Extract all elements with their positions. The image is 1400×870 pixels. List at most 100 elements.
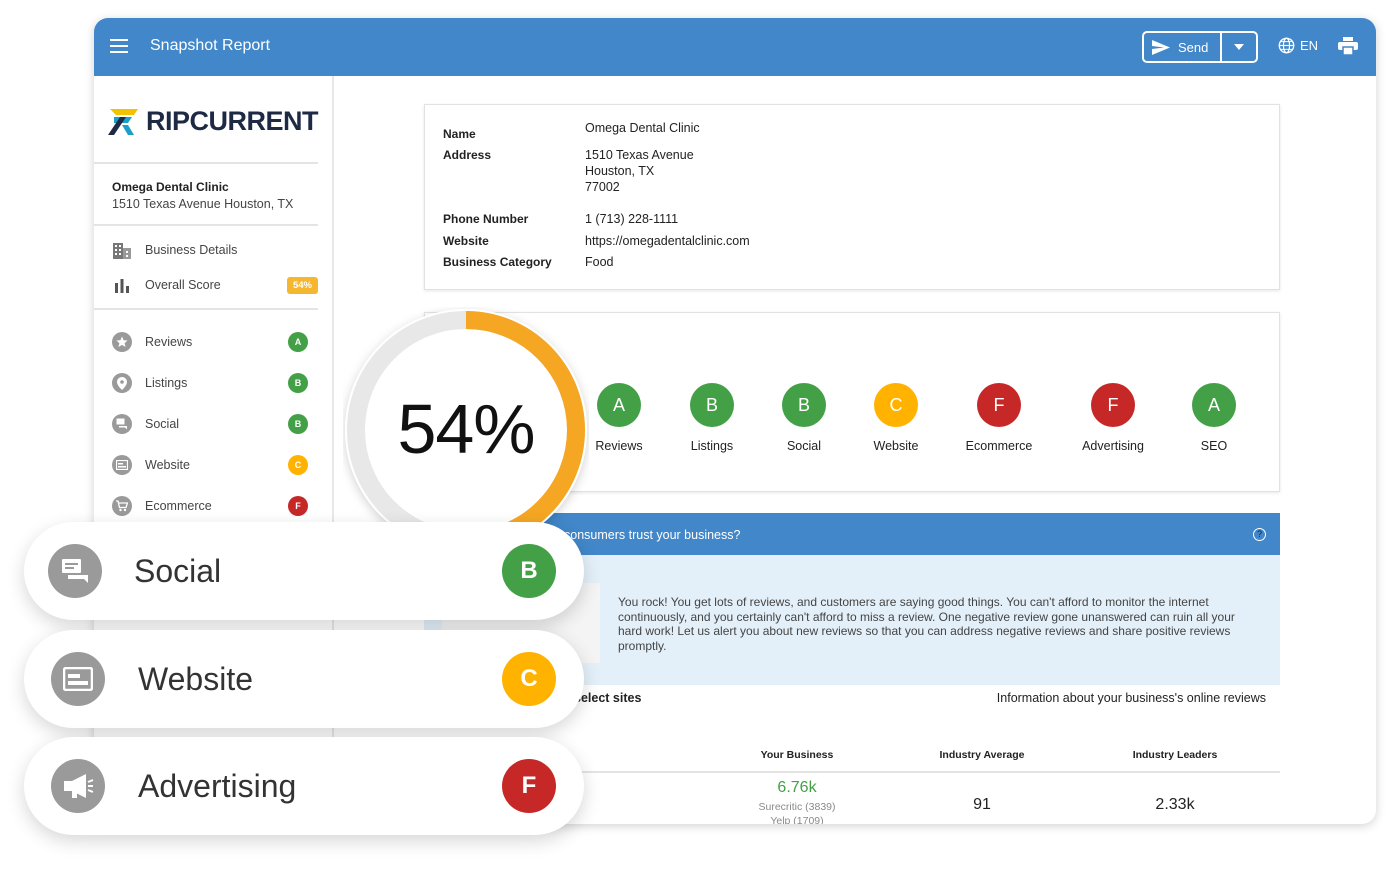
globe-icon: [1278, 37, 1295, 54]
grade-badge: C: [288, 455, 308, 475]
floating-card-label: Website: [138, 660, 254, 697]
floating-card-website[interactable]: Website C: [24, 630, 584, 728]
grade-label: Advertising: [1082, 439, 1144, 453]
send-button[interactable]: Send: [1144, 33, 1222, 61]
industry-leaders-value: 2.33k: [1155, 796, 1195, 813]
sidebar-business-address: 1510 Texas Avenue Houston, TX: [112, 197, 294, 211]
sidebar-item-label: Social: [145, 417, 180, 431]
industry-average-value: 91: [973, 796, 991, 813]
browser-icon: [112, 455, 132, 475]
top-bar: Snapshot Report Send EN: [94, 18, 1376, 76]
app-title: Snapshot Report: [150, 37, 271, 54]
sidebar-divider: [94, 224, 318, 226]
language-selector[interactable]: EN: [1278, 37, 1318, 54]
send-button-group: Send: [1142, 31, 1258, 63]
sidebar-business-name: Omega Dental Clinic: [112, 180, 229, 194]
sidebar-item-listings[interactable]: Listings B: [112, 371, 318, 395]
grade-listings[interactable]: B Listings: [662, 383, 762, 453]
floating-card-advertising[interactable]: Advertising F: [24, 737, 584, 835]
grade-website[interactable]: C Website: [846, 383, 946, 453]
help-icon[interactable]: ?: [1253, 528, 1266, 541]
grade-seo[interactable]: A SEO: [1164, 383, 1264, 453]
select-sites-label: select sites: [574, 691, 642, 705]
chat-icon: [48, 544, 102, 598]
sidebar-divider: [94, 162, 318, 164]
floating-card-label: Advertising: [138, 767, 297, 804]
sidebar-item-label: Business Details: [145, 243, 238, 257]
sidebar-item-overall-score[interactable]: Overall Score 54%: [112, 273, 318, 297]
star-icon: [112, 332, 132, 352]
grade-badge: F: [288, 496, 308, 516]
address-line-3: 77002: [585, 180, 620, 194]
grade-circle: C: [874, 383, 918, 427]
sidebar-item-label: Overall Score: [145, 278, 221, 292]
sidebar-item-label: Ecommerce: [145, 499, 212, 513]
grade-label: Listings: [690, 439, 734, 453]
column-header-industry-leaders: Industry Leaders: [1132, 749, 1218, 761]
sidebar-item-label: Website: [145, 458, 190, 472]
reviews-info-label: Information about your business's online…: [996, 691, 1266, 705]
language-label: EN: [1300, 38, 1319, 53]
menu-icon[interactable]: [110, 39, 128, 53]
grade-advertising[interactable]: F Advertising: [1063, 383, 1163, 453]
ripcurrent-logo: RIPCURRENT: [106, 106, 319, 137]
grade-badge: B: [288, 373, 308, 393]
your-business-source: Yelp (1709): [770, 815, 824, 824]
your-business-value: 6.76k: [777, 779, 817, 796]
your-business-source: Surecritic (3839): [758, 801, 836, 813]
grade-badge: B: [288, 414, 308, 434]
sidebar-item-ecommerce[interactable]: Ecommerce F: [112, 494, 318, 518]
floating-card-label: Social: [134, 552, 222, 589]
grade-circle: A: [1192, 383, 1236, 427]
grade-label: Reviews: [595, 439, 643, 453]
name-value: Omega Dental Clinic: [585, 121, 700, 135]
grade-circle: B: [690, 383, 734, 427]
sidebar-divider: [94, 308, 318, 310]
column-header-your-business: Your Business: [760, 749, 834, 761]
grade-badge: A: [288, 332, 308, 352]
website-label: Website: [443, 234, 489, 248]
sidebar-item-social[interactable]: Social B: [112, 412, 318, 436]
sidebar-item-website[interactable]: Website C: [112, 453, 318, 477]
overall-score-value: 54%: [397, 390, 535, 468]
business-info-card: Name Omega Dental Clinic Address 1510 Te…: [424, 104, 1280, 290]
address-label: Address: [443, 148, 492, 162]
send-icon: [1152, 39, 1170, 55]
cart-icon: [112, 496, 132, 516]
phone-value: 1 (713) 228-1111: [585, 212, 679, 226]
caret-down-icon: [1234, 44, 1244, 50]
sidebar-item-reviews[interactable]: Reviews A: [112, 330, 318, 354]
grade-reviews[interactable]: A Reviews: [569, 383, 669, 453]
sidebar-item-label: Reviews: [145, 335, 193, 349]
ripcurrent-logo-mark: [108, 108, 138, 135]
grade-badge: F: [502, 759, 556, 813]
sidebar-item-label: Listings: [145, 376, 188, 390]
chat-icon: [112, 414, 132, 434]
column-header-industry-average: Industry Average: [939, 749, 1025, 761]
building-icon: [113, 243, 131, 259]
logo-text: RIPCURRENT: [146, 106, 319, 136]
address-line-1: 1510 Texas Avenue: [585, 148, 694, 162]
grade-label: Website: [873, 439, 919, 453]
category-value: Food: [585, 255, 614, 269]
grade-social[interactable]: B Social: [754, 383, 854, 453]
overall-score-ring: 54%: [343, 307, 587, 551]
score-badge: 54%: [286, 276, 318, 294]
print-icon[interactable]: [1338, 37, 1358, 60]
phone-label: Phone Number: [443, 212, 529, 226]
floating-card-social[interactable]: Social B: [24, 522, 584, 620]
grade-circle: B: [782, 383, 826, 427]
grade-ecommerce[interactable]: F Ecommerce: [949, 383, 1049, 453]
reviews-summary-text: You rock! You get lots of reviews, and c…: [618, 595, 1235, 653]
send-label: Send: [1178, 39, 1209, 55]
grade-label: SEO: [1200, 439, 1228, 453]
sidebar-item-business-details[interactable]: Business Details: [112, 238, 318, 262]
table-divider: [554, 771, 1280, 773]
grade-badge: B: [502, 544, 556, 598]
bar-chart-icon: [115, 279, 129, 293]
send-dropdown-button[interactable]: [1222, 33, 1256, 61]
name-label: Name: [443, 127, 476, 141]
grade-badge: C: [502, 652, 556, 706]
grade-circle: A: [597, 383, 641, 427]
website-value[interactable]: https://omegadentalclinic.com: [585, 234, 750, 248]
